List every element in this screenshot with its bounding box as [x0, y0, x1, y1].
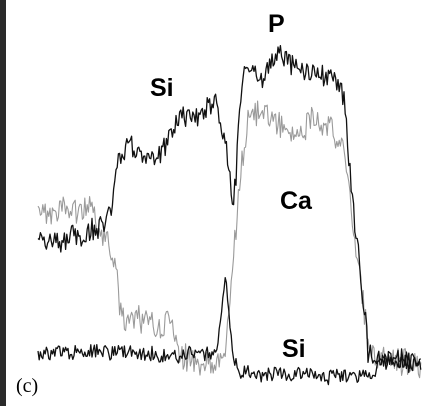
label-si-lower: Si — [282, 335, 306, 363]
panel-label: (c) — [16, 375, 38, 397]
label-si-upper: Si — [150, 74, 174, 102]
series-line-ca-light — [37, 100, 422, 379]
label-ca: Ca — [280, 187, 313, 215]
series-line-si-p-dark — [37, 44, 422, 374]
series-line-si-lower-dark — [37, 277, 422, 386]
label-p: P — [268, 10, 285, 38]
traces-group — [37, 44, 422, 386]
left-edge-strip — [0, 0, 6, 406]
